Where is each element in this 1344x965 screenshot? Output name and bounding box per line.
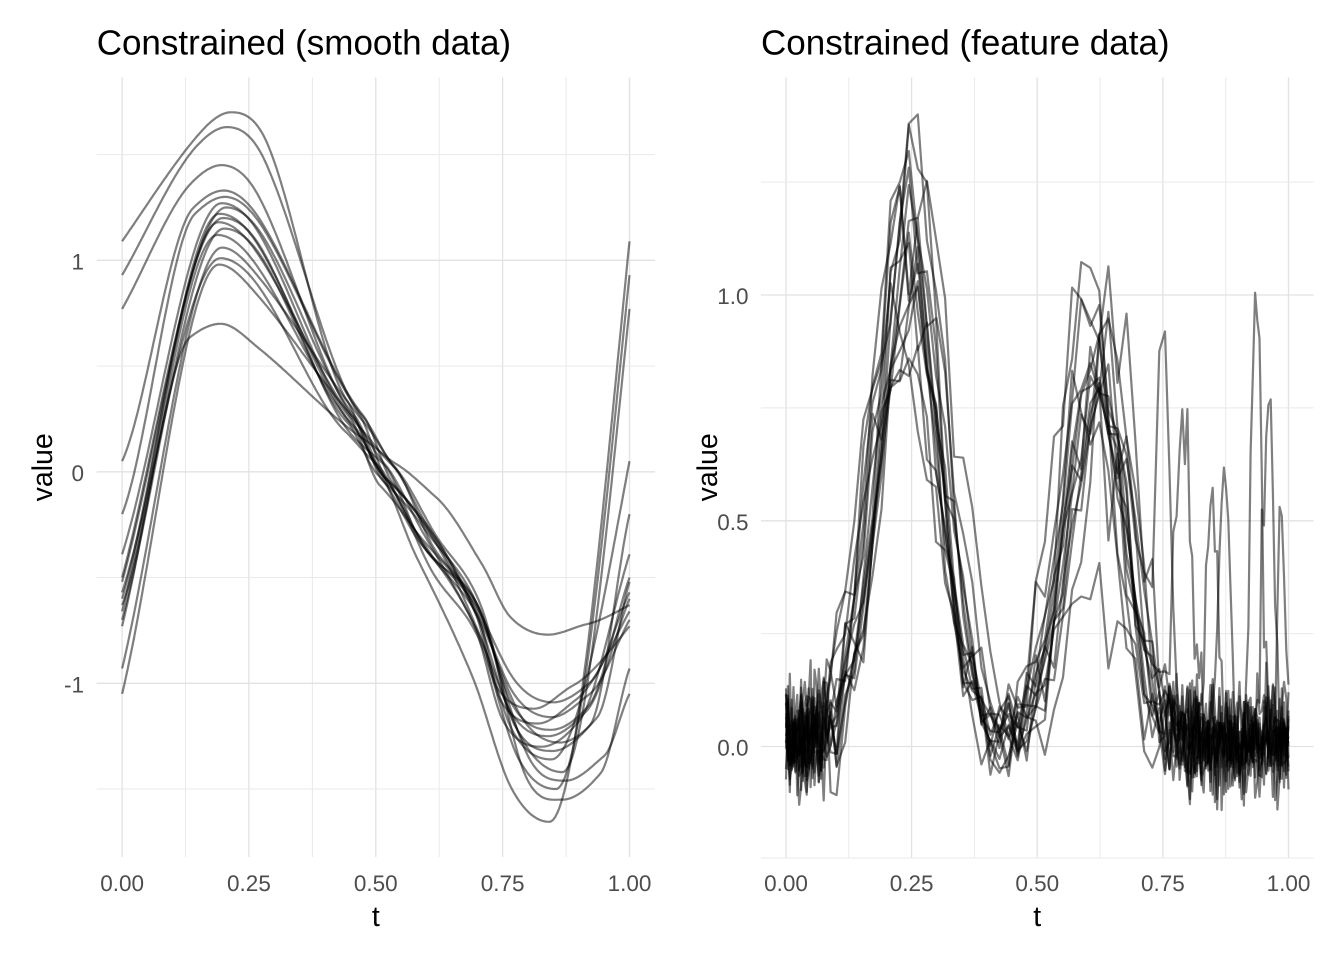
svg-text:0.5: 0.5 — [717, 510, 748, 535]
svg-text:0.75: 0.75 — [1141, 871, 1185, 896]
svg-text:0.00: 0.00 — [764, 871, 808, 896]
svg-text:0.0: 0.0 — [717, 736, 748, 761]
svg-text:0.25: 0.25 — [227, 871, 271, 896]
svg-text:1.00: 1.00 — [1267, 871, 1311, 896]
svg-text:value: value — [692, 433, 724, 501]
svg-text:Constrained (smooth data): Constrained (smooth data) — [97, 23, 511, 62]
svg-text:1.0: 1.0 — [717, 284, 748, 309]
svg-text:0.25: 0.25 — [890, 871, 934, 896]
svg-text:t: t — [372, 901, 380, 933]
svg-text:0.50: 0.50 — [1015, 871, 1059, 896]
svg-text:Constrained (feature data): Constrained (feature data) — [761, 23, 1170, 62]
svg-text:value: value — [27, 433, 59, 501]
svg-text:0: 0 — [71, 461, 84, 486]
svg-text:0.75: 0.75 — [481, 871, 525, 896]
svg-text:0.50: 0.50 — [354, 871, 398, 896]
svg-text:1: 1 — [71, 249, 84, 274]
svg-text:0.00: 0.00 — [100, 871, 144, 896]
svg-text:-1: -1 — [64, 672, 84, 697]
svg-text:t: t — [1033, 901, 1041, 933]
svg-text:1.00: 1.00 — [608, 871, 652, 896]
